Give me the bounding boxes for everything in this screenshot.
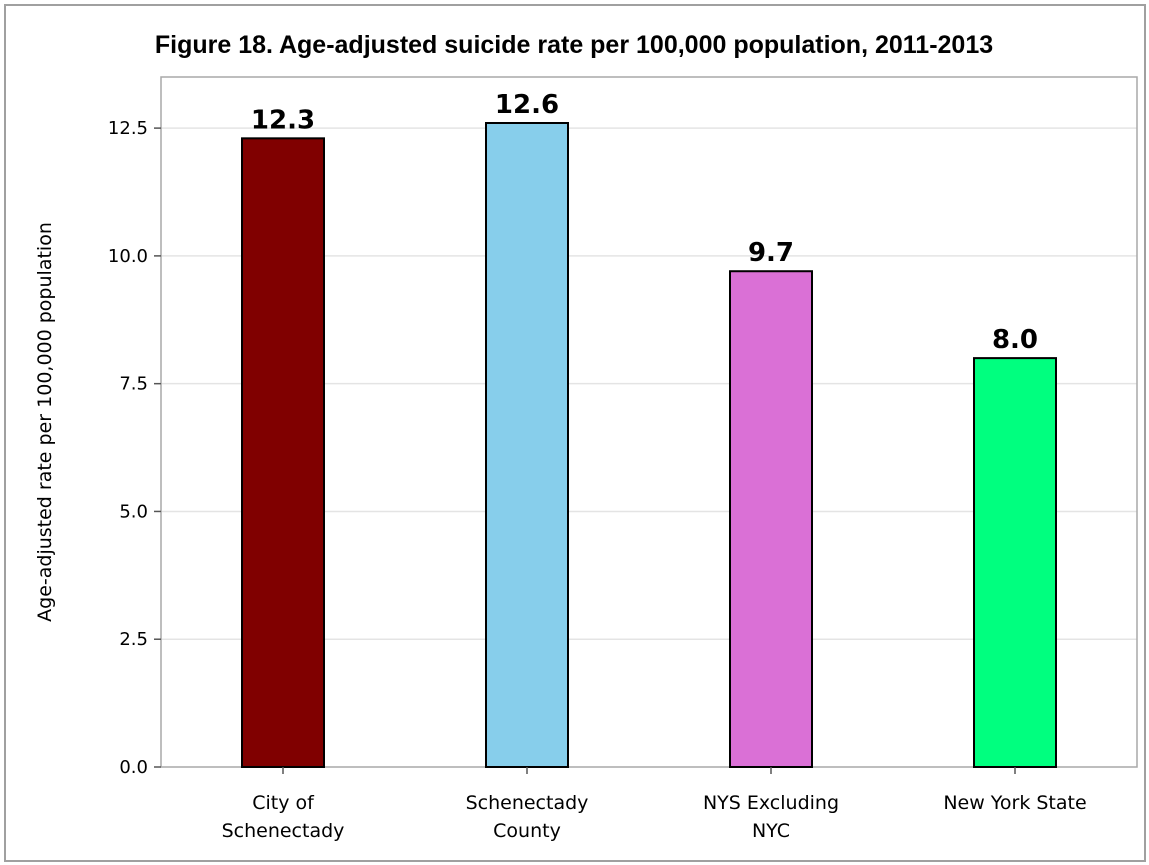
x-tick-label: Schenectady	[466, 792, 589, 814]
chart-title: Figure 18. Age-adjusted suicide rate per…	[155, 31, 993, 59]
bar	[485, 122, 569, 768]
y-tick-label: 2.5	[119, 629, 148, 650]
data-label: 12.6	[495, 90, 559, 120]
data-label: 9.7	[748, 238, 794, 268]
x-tick-label: NYC	[752, 820, 790, 842]
y-tick-label: 10.0	[108, 246, 148, 267]
x-tick-label: Schenectady	[222, 820, 345, 842]
bars	[241, 122, 1057, 769]
y-axis: 0.0 2.5 5.0 7.5 10.0 12.5	[108, 118, 161, 778]
bar	[973, 357, 1057, 768]
x-tick-label: City of	[252, 792, 315, 814]
bar-chart: Figure 18. Age-adjusted suicide rate per…	[34, 31, 1138, 842]
x-tick-label: County	[493, 820, 561, 842]
data-label: 8.0	[992, 325, 1038, 355]
bar	[729, 270, 813, 768]
y-tick-label: 5.0	[119, 501, 148, 522]
x-tick-label: New York State	[943, 792, 1086, 814]
y-tick-label: 0.0	[119, 757, 148, 778]
x-tick-label: NYS Excluding	[703, 792, 839, 814]
y-tick-label: 12.5	[108, 118, 148, 139]
y-axis-title: Age-adjusted rate per 100,000 population	[34, 222, 56, 622]
data-labels: 12.3 12.6 9.7 8.0	[251, 90, 1038, 355]
chart-frame: Figure 18. Age-adjusted suicide rate per…	[4, 4, 1146, 862]
y-tick-label: 7.5	[119, 374, 148, 395]
data-label: 12.3	[251, 105, 315, 135]
plot-area	[160, 76, 1138, 768]
x-axis: City of Schenectady Schenectady County NYS E…	[222, 767, 1087, 842]
bar	[241, 137, 325, 769]
